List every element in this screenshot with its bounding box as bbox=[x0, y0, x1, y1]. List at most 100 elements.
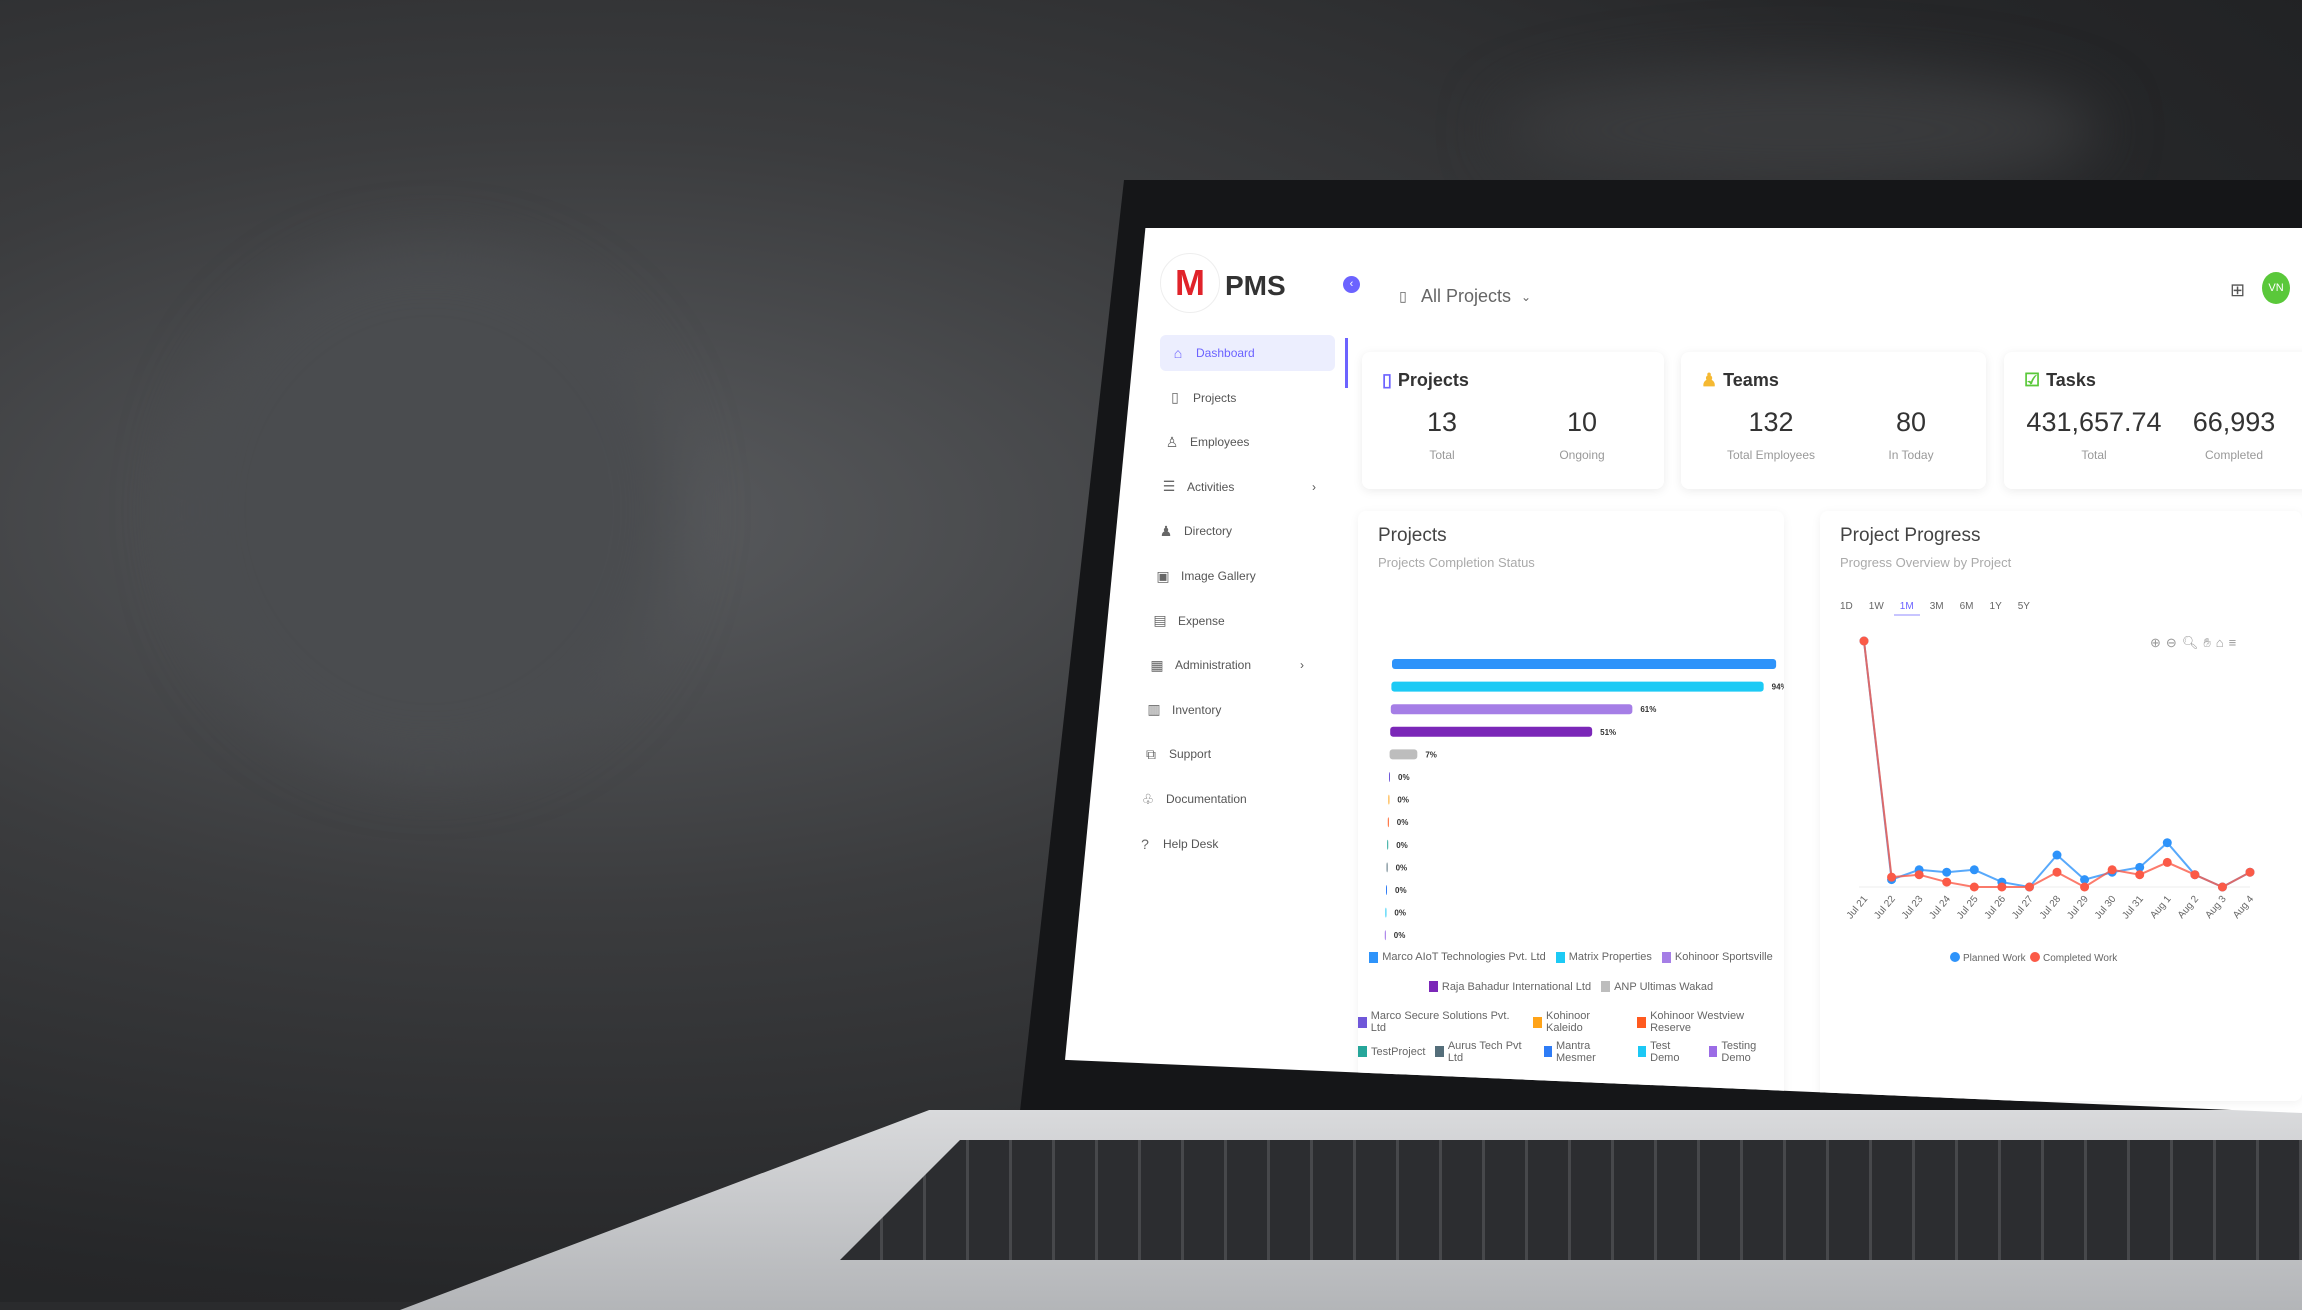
legend-item[interactable]: Matrix Properties bbox=[1555, 951, 1652, 963]
data-point[interactable] bbox=[1942, 867, 1952, 877]
laptop-keyboard bbox=[840, 1140, 2302, 1260]
teams-card: ♟ Teams 132 Total Employees 80 In Today bbox=[1681, 352, 1986, 489]
data-point[interactable] bbox=[1969, 882, 1979, 892]
stat-label: Ongoing bbox=[1559, 448, 1605, 462]
legend-label[interactable]: Planned Work bbox=[1963, 953, 2027, 964]
chart-toolbar: ⊕ ⊖ 🔍︎ ✋︎ ⌂ ≡ bbox=[2150, 635, 2236, 651]
data-point[interactable] bbox=[2190, 870, 2200, 880]
top-bar: ▯ All Projects ⌄ bbox=[1375, 258, 2302, 338]
x-tick-label: Jul 28 bbox=[2038, 894, 2064, 922]
bar[interactable] bbox=[1389, 749, 1418, 760]
bar[interactable] bbox=[1387, 817, 1389, 828]
sidebar-item-inventory[interactable]: ▥ Inventory bbox=[1136, 692, 1311, 728]
data-point[interactable] bbox=[1997, 882, 2007, 892]
data-point[interactable] bbox=[2024, 882, 2034, 892]
bar[interactable] bbox=[1390, 726, 1593, 737]
reset-home-icon[interactable]: ⌂ bbox=[2215, 635, 2224, 650]
data-point[interactable] bbox=[1942, 877, 1952, 887]
bar[interactable] bbox=[1392, 659, 1777, 669]
projects-completion-bar-chart: 97%94%61%51%7%0%0%0%0%0%0%0%0% bbox=[1384, 659, 1784, 941]
legend-item[interactable]: Testing Demo bbox=[1709, 1040, 1784, 1064]
legend-marker bbox=[1950, 952, 1960, 962]
data-point[interactable] bbox=[2135, 870, 2145, 880]
bar-data-label: 0% bbox=[1398, 773, 1410, 782]
collapse-sidebar-button[interactable]: ‹ bbox=[1343, 276, 1360, 293]
timeframe-1M[interactable]: 1M bbox=[1893, 599, 1920, 616]
data-point[interactable] bbox=[2162, 838, 2172, 848]
data-point[interactable] bbox=[2135, 862, 2145, 872]
tasks-icon: ☑ bbox=[2024, 370, 2041, 390]
timeframe-6M[interactable]: 6M bbox=[1959, 601, 1974, 612]
data-point[interactable] bbox=[1887, 872, 1897, 882]
data-point[interactable] bbox=[2080, 882, 2090, 892]
sidebar-item-directory[interactable]: ♟ Directory bbox=[1148, 513, 1323, 549]
data-point[interactable] bbox=[1969, 865, 1979, 875]
bar-data-label: 51% bbox=[1600, 728, 1616, 737]
blurred-background-object bbox=[1500, 70, 2100, 190]
zoom-out-icon[interactable]: ⊖ bbox=[2165, 635, 2177, 650]
sidebar-scroll-indicator bbox=[1345, 338, 1348, 388]
legend-item[interactable]: Kohinoor Westview Reserve bbox=[1637, 1010, 1784, 1034]
legend-item[interactable]: Kohinoor Kaleido bbox=[1533, 1010, 1627, 1034]
sidebar-item-help-desk[interactable]: ? Help Desk bbox=[1127, 826, 1302, 862]
timeframe-1D[interactable]: 1D bbox=[1840, 601, 1853, 612]
bar[interactable] bbox=[1385, 907, 1387, 918]
sidebar-item-expense[interactable]: ▤ Expense bbox=[1142, 603, 1317, 639]
bar[interactable] bbox=[1390, 704, 1633, 715]
avatar[interactable]: VN bbox=[2262, 272, 2290, 304]
timeframe-1W[interactable]: 1W bbox=[1868, 601, 1884, 612]
data-point[interactable] bbox=[2245, 867, 2255, 877]
zoom-in-icon[interactable]: ⊕ bbox=[2150, 635, 2161, 650]
sidebar-item-label: Administration bbox=[1175, 658, 1252, 673]
pan-icon[interactable]: ✋︎ bbox=[2203, 635, 2211, 650]
bar[interactable] bbox=[1384, 930, 1386, 941]
legend-item[interactable]: Test Demo bbox=[1637, 1040, 1699, 1064]
data-point[interactable] bbox=[1914, 870, 1924, 880]
timeframe-3M[interactable]: 3M bbox=[1929, 601, 1944, 612]
menu-icon[interactable]: ≡ bbox=[2228, 635, 2237, 650]
legend-item[interactable]: Kohinoor Sportsville bbox=[1661, 951, 1773, 963]
apps-grid-icon[interactable]: ⊞ bbox=[2230, 280, 2246, 300]
timeframe-1Y[interactable]: 1Y bbox=[1989, 601, 2002, 612]
legend-item[interactable]: Marco Secure Solutions Pvt. Ltd bbox=[1358, 1010, 1523, 1034]
data-point[interactable] bbox=[2052, 850, 2062, 860]
bar[interactable] bbox=[1389, 772, 1390, 782]
bar[interactable] bbox=[1386, 862, 1388, 873]
bar[interactable] bbox=[1387, 839, 1389, 850]
sidebar-item-employees[interactable]: ♙ Employees bbox=[1154, 424, 1329, 460]
expense-icon: ▤ bbox=[1153, 612, 1167, 629]
data-point[interactable] bbox=[2162, 857, 2172, 867]
timeframe-tabs: 1D 1W 1M 3M 6M 1Y 5Y bbox=[1834, 599, 2036, 616]
sidebar-item-projects[interactable]: ▯ Projects bbox=[1157, 380, 1332, 416]
bar[interactable] bbox=[1386, 885, 1387, 895]
legend-item[interactable]: ANP Ultimas Wakad bbox=[1601, 981, 1713, 993]
data-point[interactable] bbox=[2080, 875, 2090, 885]
bar[interactable] bbox=[1391, 681, 1764, 692]
legend-item[interactable]: Raja Bahadur International Ltd bbox=[1428, 981, 1591, 993]
data-point[interactable] bbox=[2107, 865, 2117, 875]
sidebar-item-label: Help Desk bbox=[1163, 836, 1219, 851]
legend-item[interactable]: Marco AIoT Technologies Pvt. Ltd bbox=[1369, 951, 1546, 963]
project-selector[interactable]: ▯ All Projects ⌄ bbox=[1395, 286, 1531, 307]
sidebar-item-image-gallery[interactable]: ▣ Image Gallery bbox=[1145, 558, 1320, 594]
sidebar-item-label: Image Gallery bbox=[1181, 569, 1256, 583]
sidebar-item-support[interactable]: ⧉ Support bbox=[1133, 736, 1308, 772]
selection-zoom-icon[interactable]: 🔍︎ bbox=[2181, 635, 2199, 650]
sidebar-item-activities[interactable]: ☰ Activities › bbox=[1151, 469, 1326, 505]
data-point[interactable] bbox=[2217, 882, 2227, 892]
x-tick-label: Jul 23 bbox=[1900, 894, 1926, 922]
legend-item[interactable]: Aurus Tech Pvt Ltd bbox=[1435, 1040, 1533, 1064]
x-tick-label: Jul 27 bbox=[2010, 894, 2036, 922]
legend-item[interactable]: Mantra Mesmer bbox=[1543, 1040, 1628, 1064]
sidebar-item-dashboard[interactable]: ⌂ Dashboard bbox=[1160, 335, 1335, 371]
sidebar-item-administration[interactable]: ▦ Administration › bbox=[1139, 647, 1314, 683]
legend-item[interactable]: TestProject bbox=[1358, 1040, 1425, 1064]
legend-swatch bbox=[1369, 951, 1379, 963]
bar[interactable] bbox=[1388, 794, 1390, 805]
data-point[interactable] bbox=[2052, 867, 2062, 877]
data-point[interactable] bbox=[1859, 636, 1869, 646]
projects-total: 13 bbox=[1426, 407, 1458, 437]
sidebar-item-documentation[interactable]: ♧ Documentation bbox=[1130, 781, 1305, 817]
timeframe-5Y[interactable]: 5Y bbox=[2017, 601, 2030, 612]
legend-label[interactable]: Completed Work bbox=[2043, 953, 2118, 964]
